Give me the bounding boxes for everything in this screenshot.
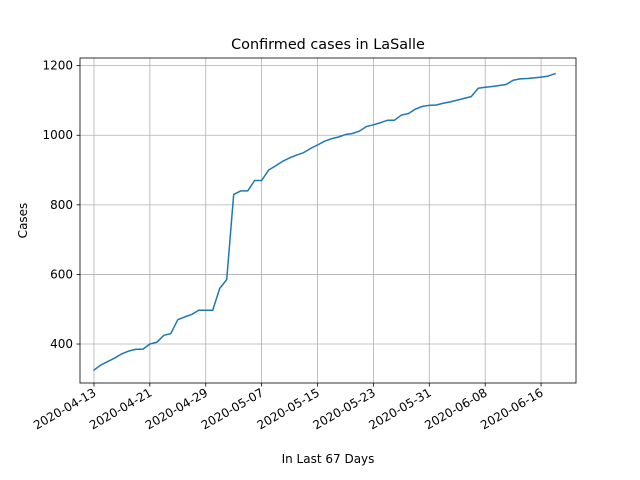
y-tick-label: 1000: [42, 128, 73, 142]
y-axis: 400 600 800 1000 1200: [42, 59, 80, 351]
x-axis-label: In Last 67 Days: [282, 452, 375, 466]
y-axis-label: Cases: [16, 203, 30, 239]
y-tick-label: 400: [50, 337, 73, 351]
series-line: [92, 72, 556, 372]
chart-title: Confirmed cases in LaSalle: [231, 37, 425, 53]
y-tick-label: 600: [50, 267, 73, 281]
y-tick-label: 1200: [42, 59, 73, 73]
plot-frame: [79, 57, 577, 384]
grid: [80, 58, 576, 383]
y-tick-label: 800: [50, 198, 73, 212]
series-layer: [92, 72, 556, 372]
